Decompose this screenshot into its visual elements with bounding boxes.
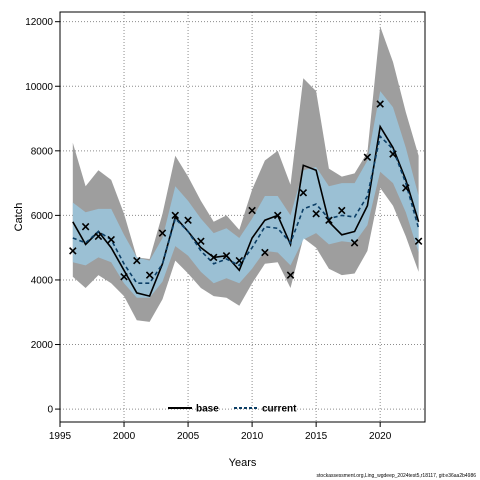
observed-point (171, 211, 180, 220)
observed-point (273, 211, 282, 220)
observed-point (261, 248, 269, 257)
observed-point (248, 206, 256, 215)
observed-point (81, 222, 90, 231)
legend: base current (168, 404, 297, 415)
observed-point (69, 247, 77, 255)
observed-point (184, 216, 192, 224)
y-tick-label: 10000 (25, 82, 53, 93)
observed-point (325, 216, 333, 224)
observed-point (133, 256, 141, 265)
x-tick-label: 2005 (177, 431, 200, 442)
y-tick-label: 8000 (31, 146, 54, 157)
observed-point (337, 206, 346, 215)
observed-point (235, 256, 244, 265)
observed-point (286, 271, 295, 279)
observed-point (107, 235, 115, 244)
observed-point (120, 272, 128, 281)
y-tick-label: 6000 (31, 211, 54, 222)
observed-point (312, 210, 320, 218)
observed-point (158, 229, 167, 237)
axes: 1995 2000 2005 2010 2015 2020 0 2000 4000 6000 800… (25, 17, 392, 442)
legend-label-current: current (262, 404, 297, 415)
observed-point (363, 153, 372, 162)
observed-point (414, 237, 423, 245)
x-axis-title: Years (229, 457, 257, 469)
legend-label-base: base (196, 404, 219, 415)
x-tick-label: 2010 (241, 431, 264, 442)
observed-point (402, 184, 410, 192)
observed-point (209, 253, 218, 262)
observed-points (69, 100, 423, 281)
y-tick-label: 4000 (31, 275, 54, 286)
x-tick-label: 2020 (369, 431, 392, 442)
series-lines (72, 124, 420, 298)
y-axis-title: Catch (13, 203, 25, 232)
observed-point (94, 232, 103, 241)
y-tick-label: 2000 (31, 340, 54, 351)
series-line-base (72, 124, 420, 298)
observed-point (376, 100, 384, 108)
x-tick-label: 2015 (305, 431, 328, 442)
observed-point (350, 239, 359, 247)
band-current (72, 91, 419, 298)
observed-point (299, 189, 308, 197)
y-tick-label: 0 (47, 405, 53, 416)
observed-point (197, 237, 205, 245)
series-line-current (72, 134, 420, 285)
observed-point (222, 251, 231, 260)
y-tick-label: 12000 (25, 17, 53, 28)
x-tick-label: 1995 (49, 431, 72, 442)
confidence-bands (72, 26, 419, 322)
footer-note: stockassessment.org,Ling_wgdeep_2024test… (317, 473, 477, 479)
observed-point (145, 271, 154, 279)
x-tick-label: 2000 (113, 431, 136, 442)
observed-point (389, 150, 397, 158)
